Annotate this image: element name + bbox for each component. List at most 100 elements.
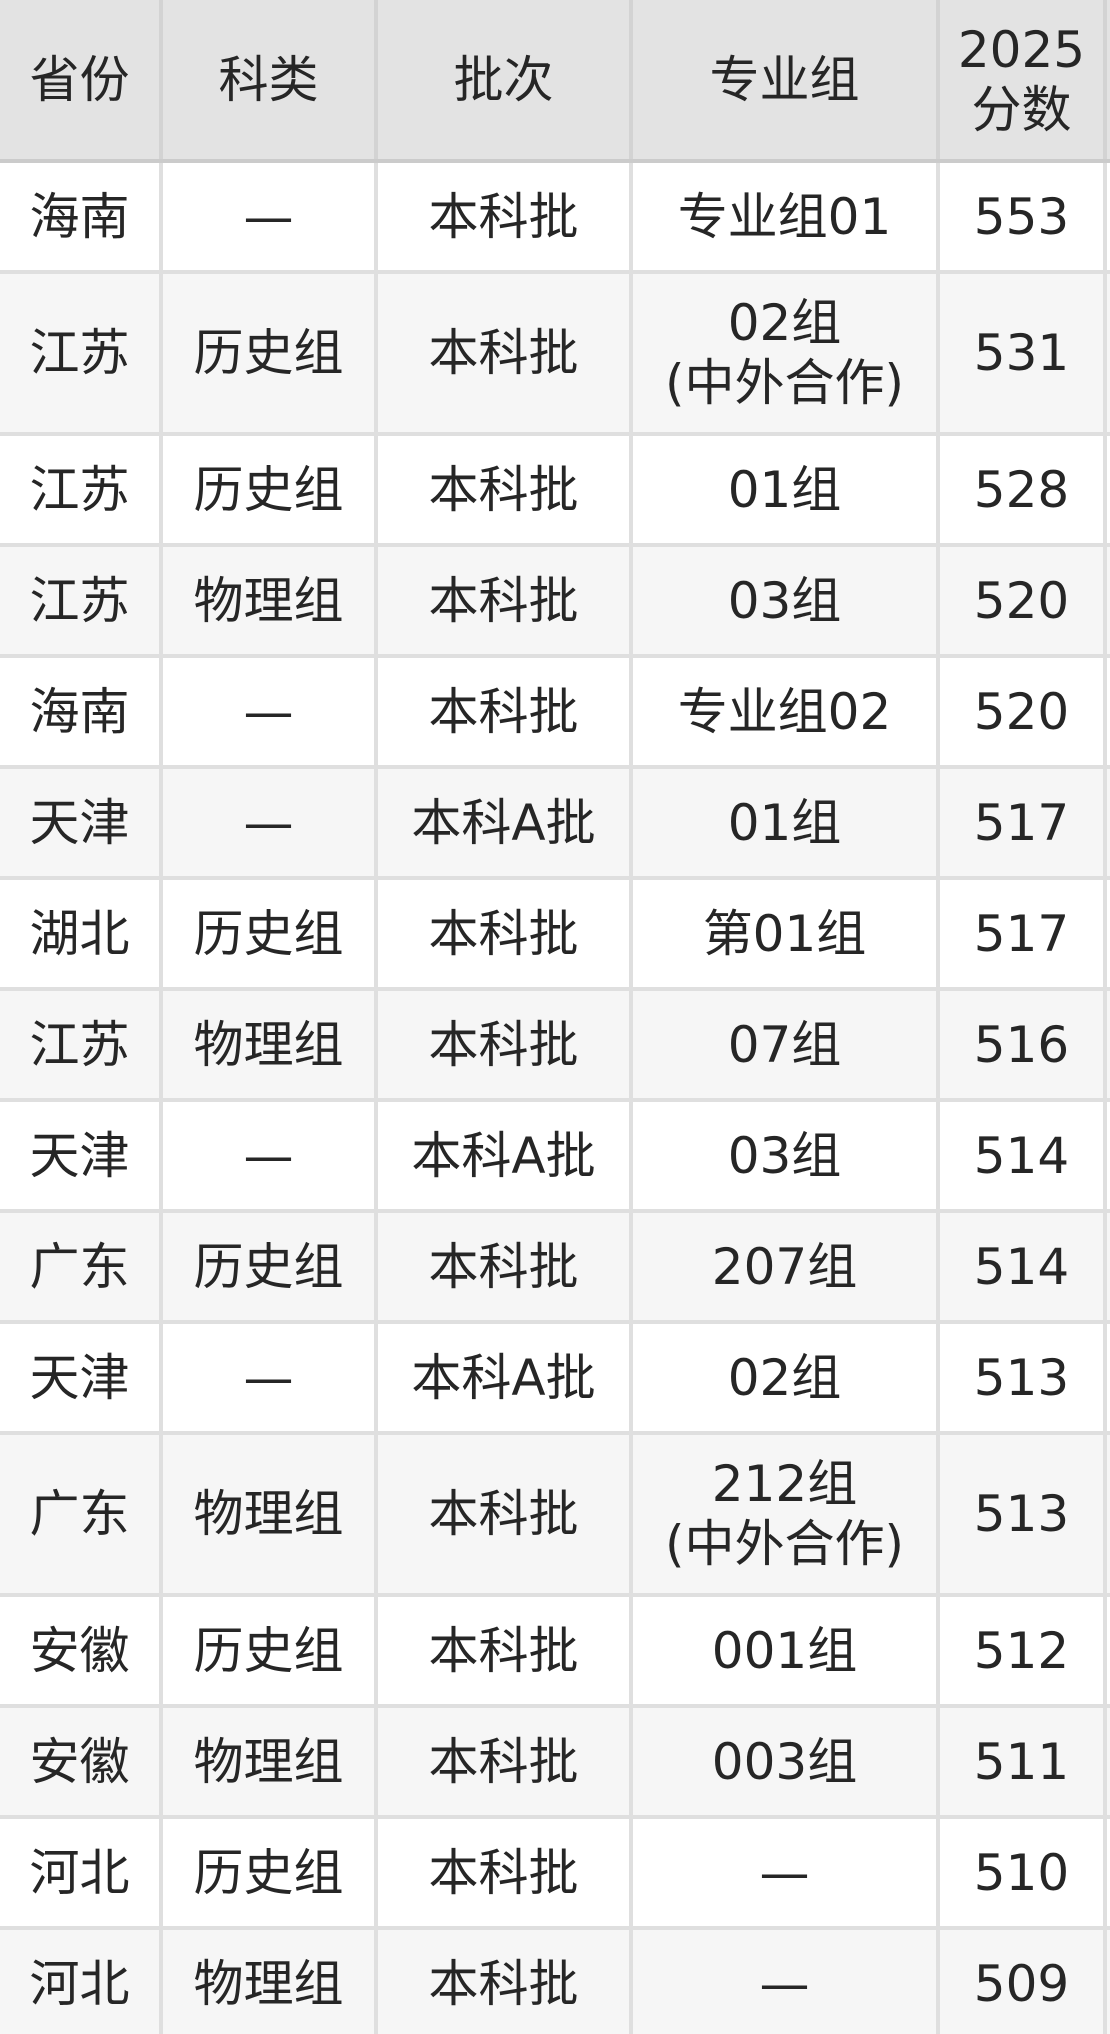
cell-batch: 本科批 [376,1211,633,1324]
cell-score: 531 [938,272,1107,436]
table-row: 江苏 历史组 本科批 02组 (中外合作) 531 [0,272,1110,436]
cell-province: 广东 [0,1433,163,1597]
cell-province: 江苏 [0,545,163,658]
cell-category: 物理组 [161,545,378,658]
cutoff-column-stub [1105,878,1110,991]
cell-category: — [161,161,378,274]
cell-score: 514 [938,1100,1107,1213]
cell-score: 517 [938,878,1107,991]
cutoff-column-stub [1105,434,1110,547]
cell-province: 安徽 [0,1595,163,1708]
cutoff-column-stub [1105,1706,1110,1819]
table-row: 广东 物理组 本科批 212组 (中外合作) 513 [0,1433,1110,1597]
header-group: 专业组 [631,0,940,163]
cell-province: 河北 [0,1928,163,2034]
cutoff-column-stub [1105,545,1110,658]
table-row: 广东 历史组 本科批 207组 514 [0,1211,1110,1324]
table-row: 安徽 历史组 本科批 001组 512 [0,1595,1110,1708]
cell-province: 江苏 [0,989,163,1102]
cell-category: — [161,1322,378,1435]
cell-province: 安徽 [0,1706,163,1819]
cell-category: 物理组 [161,989,378,1102]
table-row: 天津 — 本科A批 02组 513 [0,1322,1110,1435]
cell-province: 江苏 [0,272,163,436]
cell-category: — [161,767,378,880]
cell-batch: 本科批 [376,1928,633,2034]
cutoff-column-stub [1105,1433,1110,1597]
header-batch: 批次 [376,0,633,163]
cutoff-column-stub [1105,1928,1110,2034]
cell-score: 512 [938,1595,1107,1708]
table-row: 河北 物理组 本科批 —509 [0,1928,1110,2034]
cell-category: 历史组 [161,1211,378,1324]
header-score-2025: 2025 分数 [938,0,1107,163]
cell-category: 历史组 [161,1595,378,1708]
cell-score: 528 [938,434,1107,547]
cell-batch: 本科批 [376,1817,633,1930]
header-row: 省份 科类 批次 专业组 2025 分数 [0,0,1110,163]
cell-group: 207组 [631,1211,940,1324]
cell-batch: 本科批 [376,161,633,274]
cell-group: — [631,1928,940,2034]
cutoff-column-stub [1105,0,1110,163]
table-row: 江苏 物理组 本科批 03组 520 [0,545,1110,658]
cell-batch: 本科批 [376,1433,633,1597]
cell-province: 天津 [0,1322,163,1435]
cell-batch: 本科A批 [376,1100,633,1213]
table-row: 海南 — 本科批 专业组02 520 [0,656,1110,769]
table-body: 海南 — 本科批 专业组01 553 江苏 历史组 本科批 02组 (中外合作) 531 江苏 历史组… [0,161,1110,2034]
cell-batch: 本科A批 [376,767,633,880]
cell-group: 03组 [631,545,940,658]
cell-batch: 本科批 [376,272,633,436]
cell-group: 02组 (中外合作) [631,272,940,436]
cell-batch: 本科批 [376,1706,633,1819]
cell-batch: 本科批 [376,656,633,769]
cell-group: 专业组01 [631,161,940,274]
cell-score: 514 [938,1211,1107,1324]
cell-batch: 本科A批 [376,1322,633,1435]
cutoff-column-stub [1105,1211,1110,1324]
header-province: 省份 [0,0,163,163]
cell-category: 物理组 [161,1433,378,1597]
cell-province: 湖北 [0,878,163,991]
cell-group: 03组 [631,1100,940,1213]
cell-category: — [161,1100,378,1213]
cell-category: 物理组 [161,1706,378,1819]
cell-score: 513 [938,1322,1107,1435]
cutoff-column-stub [1105,272,1110,436]
cell-group: 02组 [631,1322,940,1435]
cell-province: 海南 [0,161,163,274]
cutoff-column-stub [1105,1817,1110,1930]
table-row: 江苏 物理组 本科批 07组 516 [0,989,1110,1102]
cell-group: 003组 [631,1706,940,1819]
cell-group: 212组 (中外合作) [631,1433,940,1597]
cutoff-column-stub [1105,989,1110,1102]
cell-score: 517 [938,767,1107,880]
cell-group: 01组 [631,434,940,547]
cutoff-column-stub [1105,656,1110,769]
cell-batch: 本科批 [376,545,633,658]
cell-score: 510 [938,1817,1107,1930]
cell-category: 物理组 [161,1928,378,2034]
table-row: 江苏 历史组 本科批 01组 528 [0,434,1110,547]
cell-batch: 本科批 [376,434,633,547]
cell-score: 511 [938,1706,1107,1819]
table-row: 天津 — 本科A批 03组 514 [0,1100,1110,1213]
cell-category: 历史组 [161,878,378,991]
cell-category: — [161,656,378,769]
cell-province: 天津 [0,767,163,880]
cell-score: 513 [938,1433,1107,1597]
cell-group: 001组 [631,1595,940,1708]
header-category: 科类 [161,0,378,163]
cell-category: 历史组 [161,272,378,436]
cell-group: 07组 [631,989,940,1102]
cell-batch: 本科批 [376,878,633,991]
cell-score: 516 [938,989,1107,1102]
cutoff-column-stub [1105,161,1110,274]
cell-province: 河北 [0,1817,163,1930]
cell-batch: 本科批 [376,989,633,1102]
cell-province: 广东 [0,1211,163,1324]
cell-group: — [631,1817,940,1930]
cell-group: 第01组 [631,878,940,991]
